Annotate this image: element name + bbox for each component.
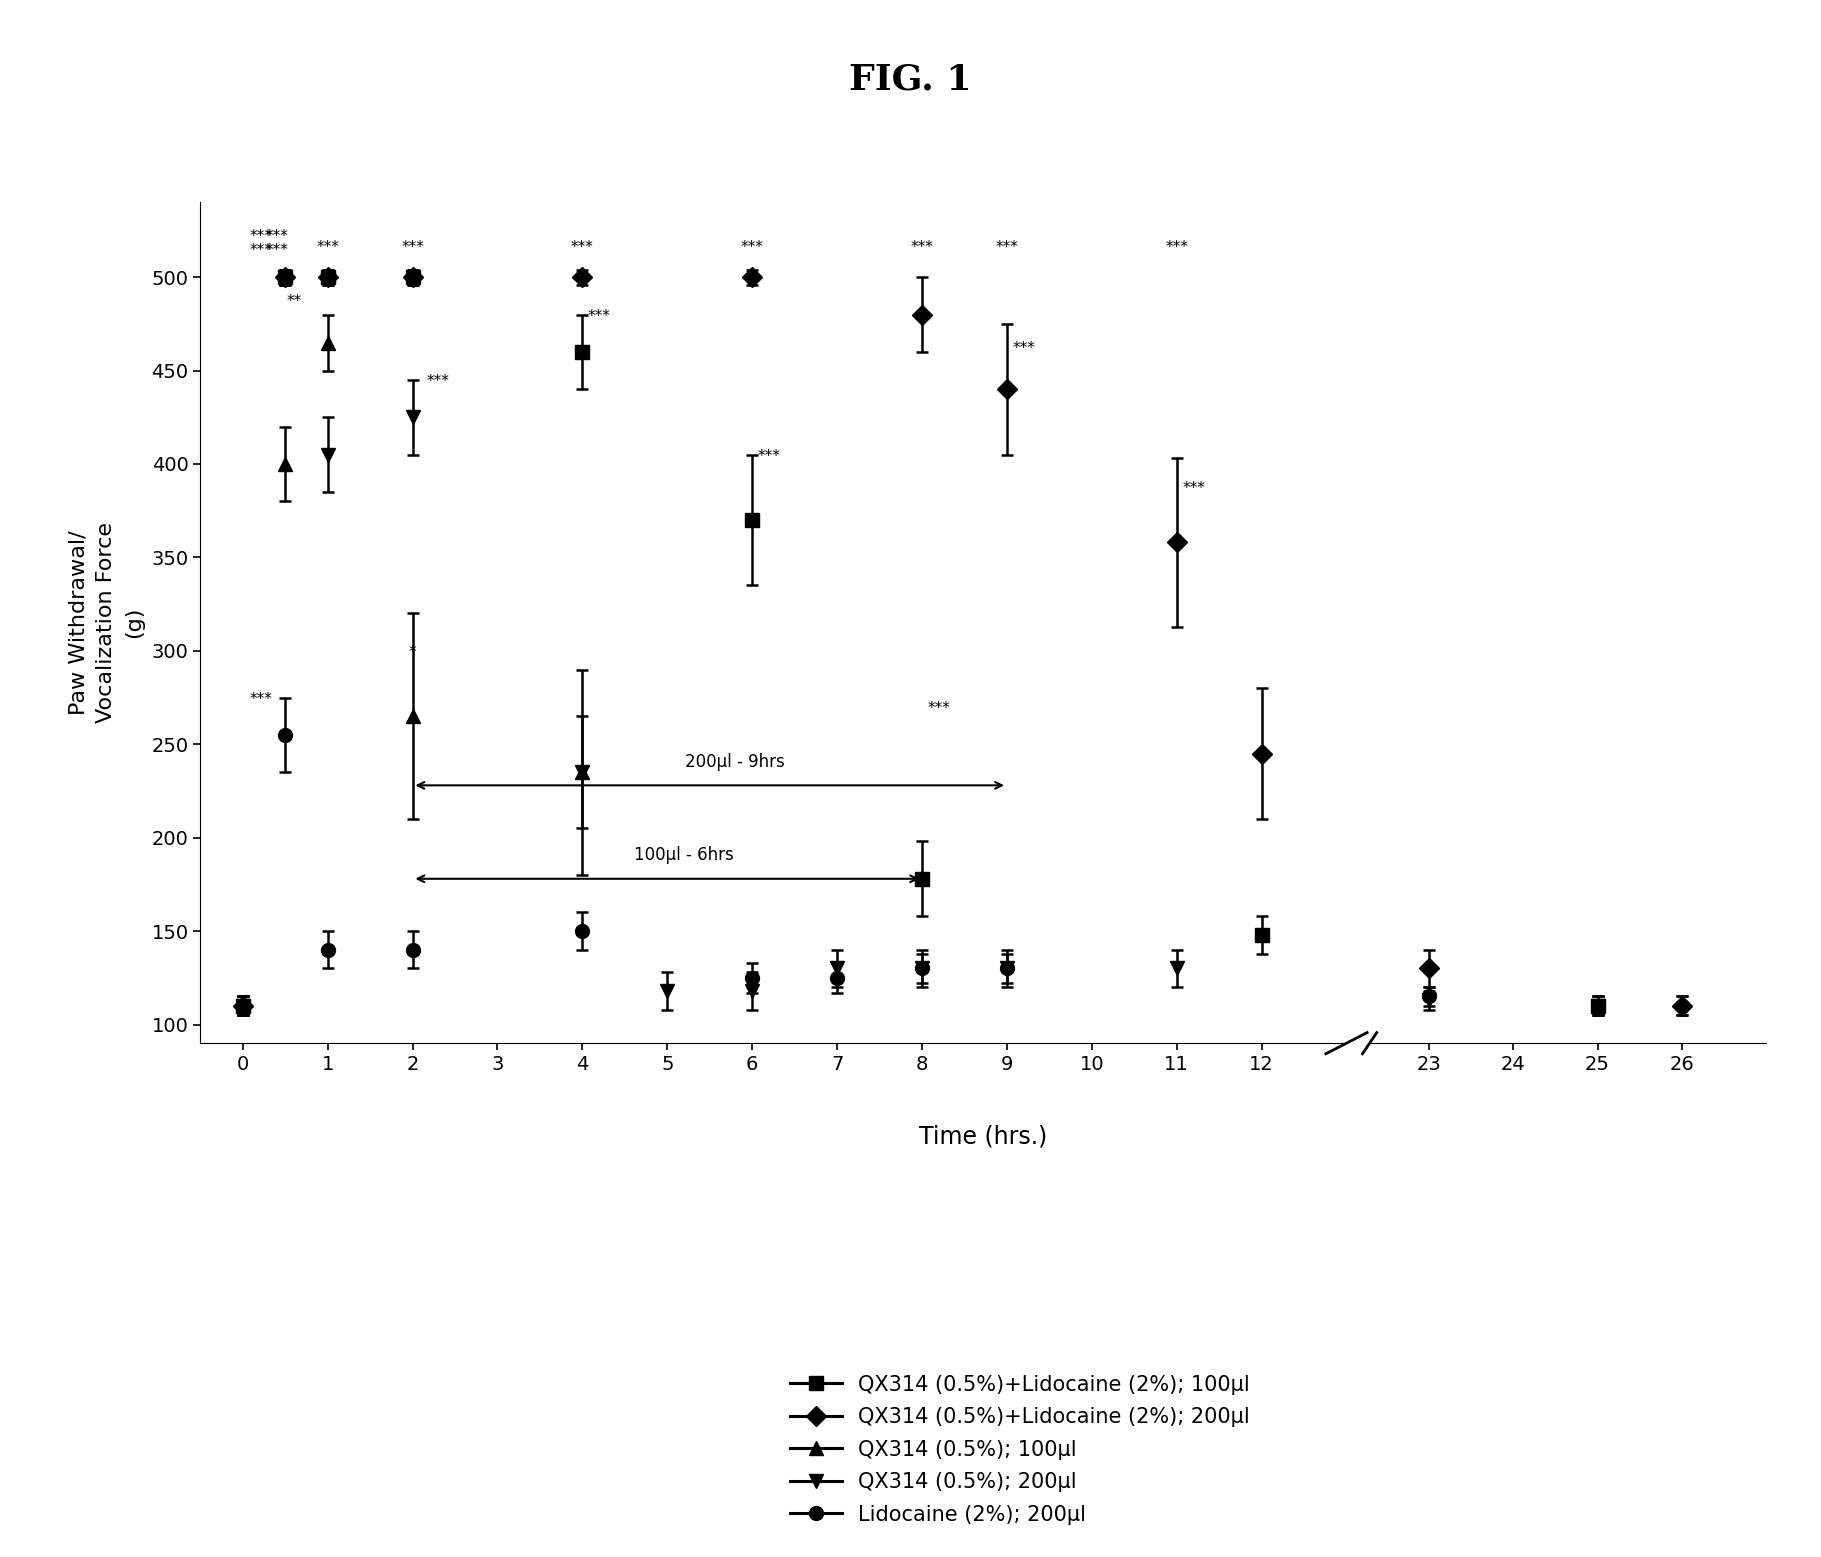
Text: FIG. 1: FIG. 1	[849, 62, 972, 97]
Text: ***: ***	[401, 240, 424, 255]
Text: ***: ***	[741, 240, 763, 255]
Text: 100µl - 6hrs: 100µl - 6hrs	[634, 845, 734, 864]
Text: ***: ***	[758, 448, 781, 464]
Y-axis label: Paw Withdrawal/
Vocalization Force
(g): Paw Withdrawal/ Vocalization Force (g)	[69, 522, 144, 724]
Text: 200µl - 9hrs: 200µl - 9hrs	[685, 752, 785, 771]
Text: ***: ***	[910, 240, 934, 255]
Text: ***: ***	[588, 308, 610, 324]
Text: ***: ***	[1012, 341, 1036, 355]
Text: ***: ***	[249, 243, 273, 258]
Text: ***: ***	[249, 229, 273, 243]
Text: *: *	[408, 645, 417, 660]
Text: ***: ***	[572, 240, 594, 255]
Text: ***: ***	[996, 240, 1018, 255]
Text: ***: ***	[266, 243, 288, 258]
Text: Time (hrs.): Time (hrs.)	[920, 1124, 1047, 1149]
Text: **: **	[286, 294, 300, 308]
Text: ***: ***	[266, 229, 288, 243]
Text: ***: ***	[1165, 240, 1187, 255]
Text: ***: ***	[1182, 481, 1206, 495]
Text: ***: ***	[426, 374, 450, 389]
Text: ***: ***	[927, 701, 951, 716]
Text: ***: ***	[249, 691, 273, 707]
Text: ***: ***	[317, 240, 339, 255]
Legend: QX314 (0.5%)+Lidocaine (2%); 100µl, QX314 (0.5%)+Lidocaine (2%); 200µl, QX314 (0: QX314 (0.5%)+Lidocaine (2%); 100µl, QX31…	[783, 1369, 1256, 1531]
